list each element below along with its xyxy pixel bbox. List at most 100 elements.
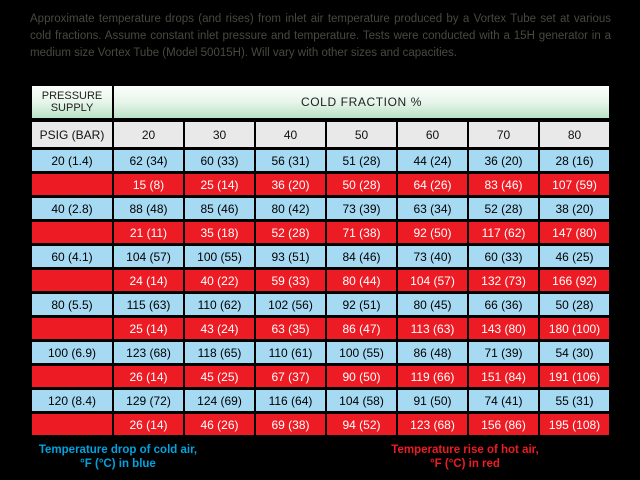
temp-cell: 100 (55)	[183, 243, 256, 270]
temp-cell: 92 (51)	[325, 291, 398, 318]
temp-cell: 84 (46)	[325, 243, 398, 270]
fraction-col-20: 20	[112, 119, 185, 150]
temp-cell: 64 (26)	[396, 171, 469, 198]
pressure-cell: 40 (2.8)	[30, 195, 114, 222]
pressure-cell	[30, 363, 114, 390]
table-row-hot-rise: 25 (14) 43 (24) 63 (35) 86 (47) 113 (63)…	[30, 315, 611, 342]
temp-cell: 104 (58)	[325, 387, 398, 414]
temp-cell: 28 (16)	[538, 147, 611, 174]
temp-cell: 35 (18)	[183, 219, 256, 246]
temp-cell: 100 (55)	[325, 339, 398, 366]
temp-cell: 26 (14)	[112, 411, 185, 438]
pressure-supply-header: PRESSURE SUPPLY	[30, 84, 114, 122]
temp-cell: 36 (20)	[254, 171, 327, 198]
pressure-supply-line1: PRESSURE	[41, 89, 103, 102]
temp-cell: 80 (45)	[396, 291, 469, 318]
table-row-hot-rise: 24 (14) 40 (22) 59 (33) 80 (44) 104 (57)…	[30, 267, 611, 294]
temp-cell: 71 (38)	[325, 219, 398, 246]
temp-cell: 107 (59)	[538, 171, 611, 198]
legend-cold-line2: °F (°C) in blue	[80, 457, 156, 470]
temp-cell: 110 (62)	[183, 291, 256, 318]
temp-cell: 74 (41)	[467, 387, 540, 414]
temp-cell: 91 (50)	[396, 387, 469, 414]
temp-cell: 26 (14)	[112, 363, 185, 390]
temp-cell: 44 (24)	[396, 147, 469, 174]
temp-cell: 86 (47)	[325, 315, 398, 342]
pressure-cell: 60 (4.1)	[30, 243, 114, 270]
temp-cell: 51 (28)	[325, 147, 398, 174]
pressure-cell: 120 (8.4)	[30, 387, 114, 414]
temp-cell: 52 (28)	[254, 219, 327, 246]
temp-cell: 59 (33)	[254, 267, 327, 294]
temp-cell: 143 (80)	[467, 315, 540, 342]
pressure-cell: 20 (1.4)	[30, 147, 114, 174]
temp-cell: 113 (63)	[396, 315, 469, 342]
temp-cell: 50 (28)	[538, 291, 611, 318]
table-row-cold-drop: 80 (5.5) 115 (63) 110 (62) 102 (56) 92 (…	[30, 291, 611, 318]
temp-cell: 21 (11)	[112, 219, 185, 246]
temp-cell: 166 (92)	[538, 267, 611, 294]
pressure-cell	[30, 171, 114, 198]
temp-cell: 80 (42)	[254, 195, 327, 222]
temp-cell: 88 (48)	[112, 195, 185, 222]
temp-cell: 66 (36)	[467, 291, 540, 318]
intro-paragraph: Approximate temperature drops (and rises…	[30, 13, 611, 59]
pressure-cell	[30, 219, 114, 246]
temp-cell: 55 (31)	[538, 387, 611, 414]
temp-cell: 25 (14)	[183, 171, 256, 198]
fraction-col-60: 60	[396, 119, 469, 150]
temp-cell: 62 (34)	[112, 147, 185, 174]
temp-cell: 43 (24)	[183, 315, 256, 342]
temp-cell: 85 (46)	[183, 195, 256, 222]
temp-cell: 147 (80)	[538, 219, 611, 246]
table-row-hot-rise: 21 (11) 35 (18) 52 (28) 71 (38) 92 (50) …	[30, 219, 611, 246]
table-row-hot-rise: 15 (8) 25 (14) 36 (20) 50 (28) 64 (26) 8…	[30, 171, 611, 198]
temp-cell: 93 (51)	[254, 243, 327, 270]
temp-cell: 38 (20)	[538, 195, 611, 222]
table-row-cold-drop: 40 (2.8) 88 (48) 85 (46) 80 (42) 73 (39)…	[30, 195, 611, 222]
temp-cell: 191 (106)	[538, 363, 611, 390]
fraction-col-80: 80	[538, 119, 611, 150]
temp-cell: 123 (68)	[396, 411, 469, 438]
temp-cell: 45 (25)	[183, 363, 256, 390]
temp-cell: 54 (30)	[538, 339, 611, 366]
temp-cell: 104 (57)	[396, 267, 469, 294]
temp-cell: 69 (38)	[254, 411, 327, 438]
temp-cell: 94 (52)	[325, 411, 398, 438]
table-units-row: PSIG (BAR) 20 30 40 50 60 70 80	[30, 119, 611, 150]
temp-cell: 151 (84)	[467, 363, 540, 390]
table-row-cold-drop: 100 (6.9) 123 (68) 118 (65) 110 (61) 100…	[30, 339, 611, 366]
temp-cell: 102 (56)	[254, 291, 327, 318]
temp-cell: 115 (63)	[112, 291, 185, 318]
table-row-hot-rise: 26 (14) 45 (25) 67 (37) 90 (50) 119 (66)…	[30, 363, 611, 390]
temp-cell: 180 (100)	[538, 315, 611, 342]
fraction-col-50: 50	[325, 119, 398, 150]
temp-cell: 92 (50)	[396, 219, 469, 246]
temp-cell: 50 (28)	[325, 171, 398, 198]
temp-cell: 63 (35)	[254, 315, 327, 342]
legend-cold-air: Temperature drop of cold air, °F (°C) in…	[28, 444, 208, 471]
temp-cell: 46 (26)	[183, 411, 256, 438]
temp-cell: 73 (40)	[396, 243, 469, 270]
temp-cell: 156 (86)	[467, 411, 540, 438]
temp-cell: 73 (39)	[325, 195, 398, 222]
pressure-cell	[30, 267, 114, 294]
temp-cell: 80 (44)	[325, 267, 398, 294]
psig-bar-header: PSIG (BAR)	[30, 119, 114, 150]
temp-cell: 117 (62)	[467, 219, 540, 246]
temp-cell: 86 (48)	[396, 339, 469, 366]
temp-cell: 118 (65)	[183, 339, 256, 366]
fraction-col-70: 70	[467, 119, 540, 150]
temp-cell: 63 (34)	[396, 195, 469, 222]
table-header-row: PRESSURE SUPPLY COLD FRACTION %	[30, 84, 611, 122]
table-row-cold-drop: 60 (4.1) 104 (57) 100 (55) 93 (51) 84 (4…	[30, 243, 611, 270]
legend-hot-air: Temperature rise of hot air, °F (°C) in …	[358, 444, 572, 471]
pressure-cell: 80 (5.5)	[30, 291, 114, 318]
temp-cell: 195 (108)	[538, 411, 611, 438]
temp-cell: 36 (20)	[467, 147, 540, 174]
temp-cell: 60 (33)	[467, 243, 540, 270]
temp-cell: 110 (61)	[254, 339, 327, 366]
pressure-supply-line2: SUPPLY	[50, 102, 94, 114]
table-row-cold-drop: 120 (8.4) 129 (72) 124 (69) 116 (64) 104…	[30, 387, 611, 414]
temp-cell: 15 (8)	[112, 171, 185, 198]
